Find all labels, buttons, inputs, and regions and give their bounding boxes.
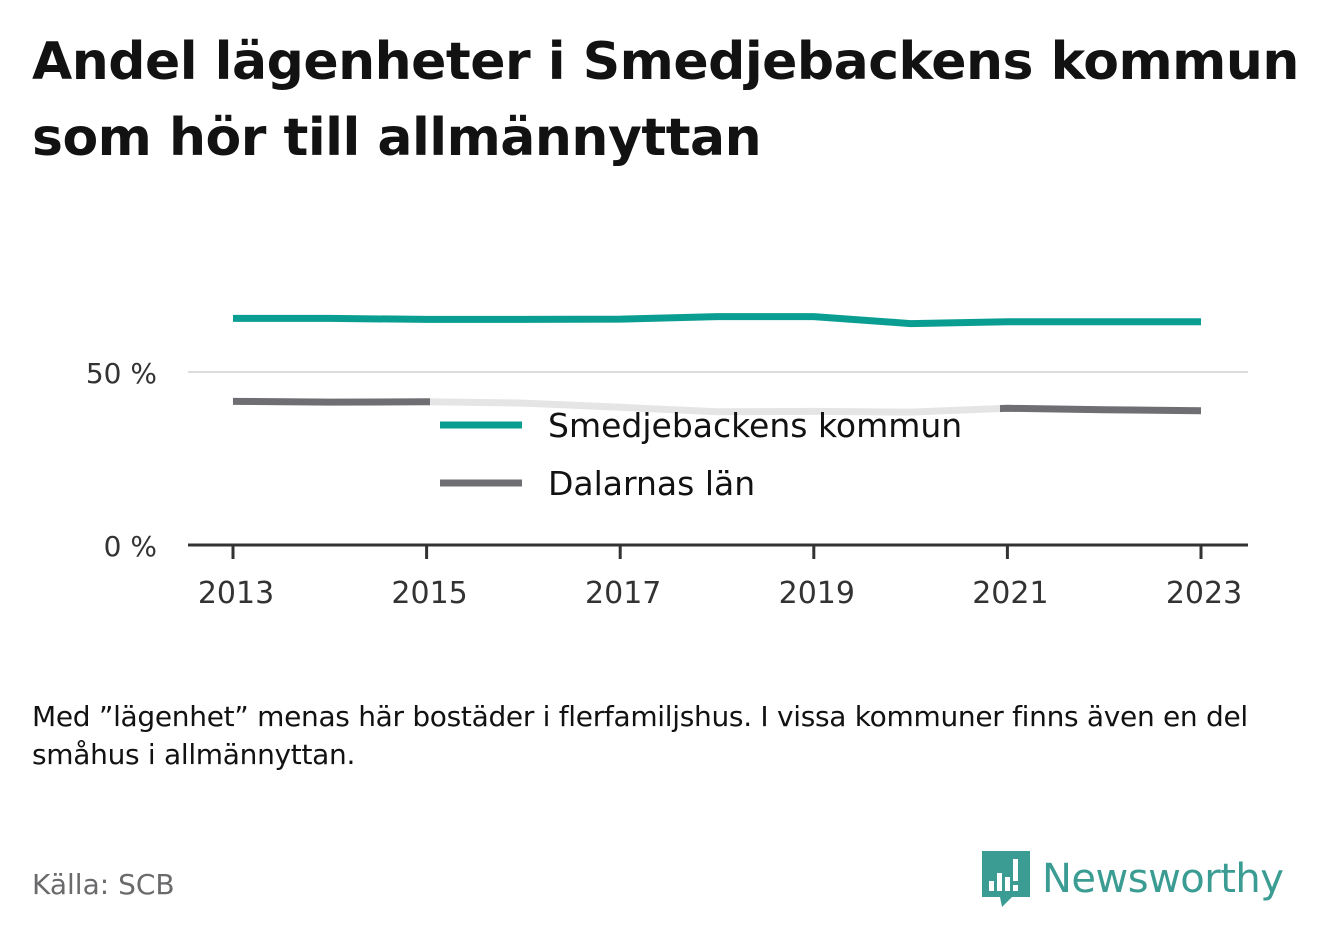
x-tick-label: 2021 xyxy=(972,576,1048,611)
line-chart: 0 % 50 % Smedjebackens kommun Dalarnas län… xyxy=(86,313,1248,611)
brand-name: Newsworthy xyxy=(1042,856,1284,902)
y-tick-label: 0 % xyxy=(104,530,157,563)
x-tick-label: 2013 xyxy=(198,576,274,611)
y-tick-label: 50 % xyxy=(86,357,157,390)
footnote: Med ”lägenhet” menas här bostäder i fler… xyxy=(32,700,1248,771)
newsworthy-logo: Newsworthy xyxy=(980,848,1284,910)
legend-halo xyxy=(430,395,1000,447)
legend: Smedjebackens kommun Dalarnas län xyxy=(430,395,1000,505)
bar-chart-speech-bubble-icon xyxy=(982,851,1030,907)
legend-halo xyxy=(430,453,1000,505)
x-tick-label: 2019 xyxy=(779,576,855,611)
x-tick-label: 2017 xyxy=(585,576,661,611)
x-tick-label: 2023 xyxy=(1166,576,1242,611)
series-line xyxy=(233,313,1201,328)
chart-title: Andel lägenheter i Smedjebackens kommun … xyxy=(32,32,1299,168)
source-label: Källa: SCB xyxy=(32,868,175,901)
x-tick-label: 2015 xyxy=(391,576,467,611)
legend-label: Dalarnas län xyxy=(548,464,755,503)
legend-label: Smedjebackens kommun xyxy=(548,406,962,445)
